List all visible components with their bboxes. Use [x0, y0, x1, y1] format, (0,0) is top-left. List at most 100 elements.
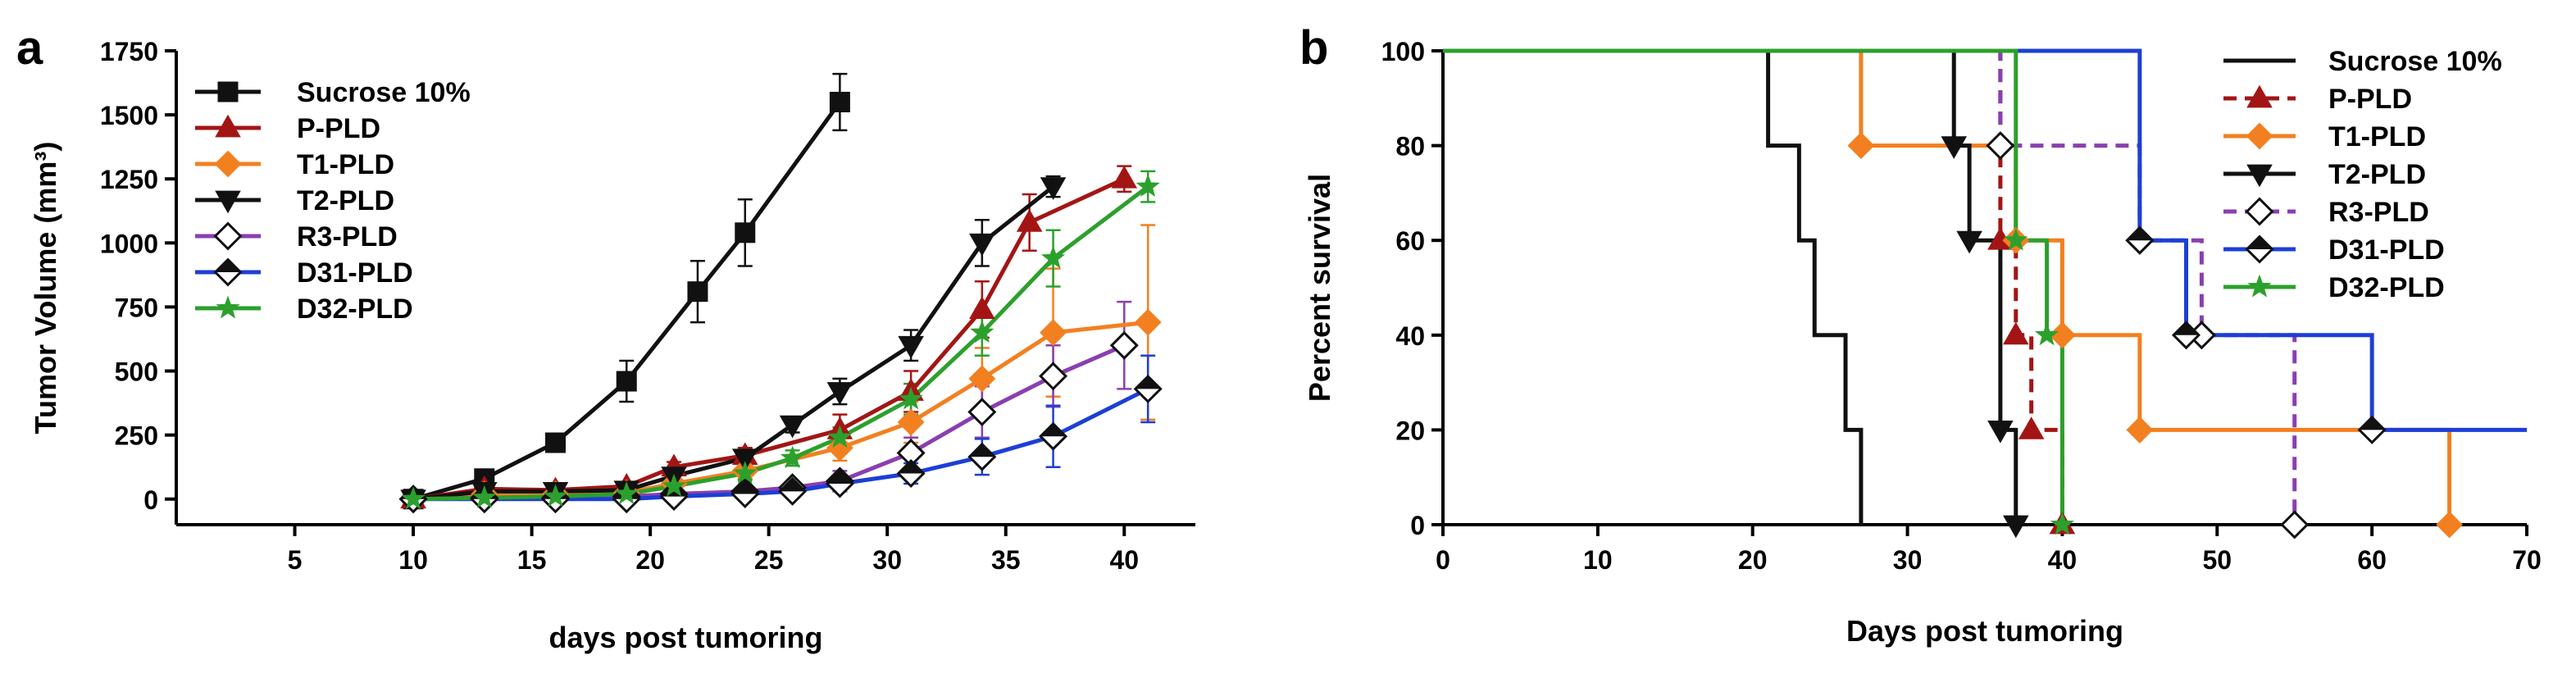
panel-b-legend-marker-d32-pld — [2247, 274, 2272, 298]
panel-a-legend-label-d32-pld: D32-PLD — [297, 293, 413, 325]
panel-a-d31-pld-point-8 — [896, 458, 926, 489]
panel-a-t2-pld-point-6 — [779, 415, 806, 439]
panel-a-t1-pld-point-9 — [1040, 319, 1067, 347]
panel-b-t1-pld-event-4 — [2126, 416, 2154, 444]
panel-b-x-label: Days post tumoring — [1846, 614, 2123, 648]
panel-a-legend-item-sucrose-10: Sucrose 10% — [195, 77, 471, 108]
panel-b-legend-label-t2-pld: T2-PLD — [2328, 159, 2426, 190]
panel-a-xtick-label-35: 35 — [991, 545, 1021, 575]
panel-b-t2-pld-event-1 — [1941, 136, 1968, 159]
panel-b-d31-pld-event-2-fill — [2173, 322, 2199, 335]
panel-a-t2-pld-line — [412, 184, 1055, 502]
panel-a-sucrose-10-point-2 — [545, 432, 567, 453]
panel-b-r3-pld-curve — [1443, 48, 2297, 525]
panel-a-xtick-label-10: 10 — [398, 545, 428, 575]
panel-a-legend-item-d32-pld: D32-PLD — [195, 293, 413, 325]
panel-a-legend-label-p-pld: P-PLD — [297, 113, 380, 144]
panel-a-legend-marker-d32-pld — [216, 295, 240, 319]
panel-b-d31-pld-event-1 — [2125, 225, 2155, 255]
panel-a-d31-pld-point-6-fill — [780, 478, 805, 492]
panel-b-ticks: 0 20 40 60 80 100 0 10 20 30 40 50 60 70 — [1381, 37, 2542, 575]
panel-a-t1-pld-point-8 — [968, 365, 996, 393]
panel-a-r3-pld-point-11 — [1109, 330, 1139, 360]
panel-a-t1-pld-point-7 — [897, 408, 925, 436]
panel-a-x-label: days post tumoring — [548, 621, 822, 654]
panel-a-t1-pld-point-6 — [826, 434, 853, 462]
panel-b-legend-item-t2-pld: T2-PLD — [2223, 159, 2426, 190]
panel-a-ytick-label-500: 500 — [115, 357, 158, 387]
panel-b-p-pld-curve — [1443, 48, 2064, 525]
panel-a-ytick-label-750: 750 — [115, 293, 158, 322]
panel-b-t1-pld-event-1 — [1847, 132, 1875, 160]
panel-a-r3-pld-point-10 — [1039, 362, 1068, 391]
panel-b-markers — [1847, 131, 2463, 539]
panel-a-d32-pld-point-0 — [401, 486, 426, 510]
panel-b-ytick-label-100: 100 — [1381, 37, 1425, 66]
panel-a-ytick-label-1750: 1750 — [100, 37, 158, 66]
panel-b-legend-marker-d31-pld-fill — [2246, 236, 2273, 249]
panel-b-d31-pld-event-3-fill — [2359, 417, 2385, 430]
panel-b-ytick-label-0: 0 — [1410, 511, 1425, 540]
panel-a-legend-marker-sucrose-10 — [217, 81, 239, 102]
panel-b-legend-marker-d31-pld — [2245, 234, 2274, 264]
panel-a-r3-pld-point-9 — [967, 398, 997, 427]
panel-b-legend-label-d32-pld: D32-PLD — [2328, 272, 2445, 303]
panel-b-legend-item-r3-pld: R3-PLD — [2223, 197, 2429, 228]
panel-b-ytick-label-60: 60 — [1395, 226, 1425, 256]
panel-b-p-pld-event-2 — [2002, 321, 2029, 345]
panel-a-ytick-label-250: 250 — [115, 421, 158, 451]
panel-b-d31-pld-event-1-fill — [2127, 227, 2153, 241]
panel-a-d32-pld-point-4 — [662, 473, 686, 497]
panel-a-d31-pld-point-6 — [778, 476, 808, 506]
panel-a-legend-label-t2-pld: T2-PLD — [297, 185, 394, 216]
panel-b-d31-pld-event-2 — [2171, 321, 2201, 350]
panel-a-t2-pld-point-7 — [826, 382, 853, 405]
panel-a-t2-pld-point-5 — [731, 448, 758, 471]
panel-a-sucrose-10-point-5 — [735, 222, 756, 243]
panel-b-t1-pld-curve — [1443, 48, 2452, 525]
panel-b-xtick-label-0: 0 — [1436, 545, 1450, 575]
panel-a-legend-item-d31-pld: D31-PLD — [195, 257, 413, 289]
panel-b-legend-label-d31-pld: D31-PLD — [2328, 234, 2445, 266]
panel-a-legend-marker-d31-pld-fill — [215, 259, 241, 272]
panel-b-t1-pld-event-3 — [2049, 321, 2076, 349]
panel-a-legend-label-d31-pld: D31-PLD — [297, 257, 413, 289]
panel-b-t1-pld-event-5 — [2436, 511, 2463, 539]
panel-b-d32-pld-event-2 — [2034, 322, 2059, 346]
panel-a-p-pld-point-9 — [1016, 209, 1043, 232]
panel-a-t1-pld-point-10 — [1134, 308, 1162, 336]
panel-b-t2-pld-curve — [1443, 48, 2018, 525]
panel-b-xtick-label-10: 10 — [1583, 545, 1613, 575]
panel-b-label: b — [1299, 21, 1328, 75]
panel-a-d31-pld-point-9-fill — [969, 444, 995, 457]
panel-a-axes — [175, 51, 1195, 526]
panel-a-ytick-label-1250: 1250 — [100, 165, 158, 194]
panel-a-d31-pld-point-8-fill — [898, 461, 924, 474]
panel-b-ytick-label-40: 40 — [1395, 321, 1425, 351]
panel-b-d31-pld-event-3 — [2357, 415, 2387, 444]
panel-a-legend-marker-d31-pld — [213, 257, 243, 287]
panel-a-legend-marker-t2-pld — [215, 190, 241, 214]
panel-a-xtick-label-30: 30 — [872, 545, 902, 575]
panel-b-t2-pld-event-3 — [1987, 421, 2014, 444]
panel-b-xtick-label-20: 20 — [1738, 545, 1768, 575]
panel-a-y-label: Tumor Volume (mm³) — [29, 142, 62, 435]
panel-b-t2-pld-event-4 — [2002, 515, 2029, 539]
panel-a-p-pld-point-10 — [1111, 165, 1138, 189]
panel-a-legend-item-p-pld: P-PLD — [195, 113, 380, 144]
panel-a-d31-pld-point-5 — [730, 479, 760, 509]
panel-a-legend-item-t2-pld: T2-PLD — [195, 185, 394, 216]
panel-a: a 0 250 500 750 1000 1250 1500 1750 5 10 15 20 25 30 3… — [16, 21, 1195, 654]
panel-b-legend-label-sucrose-10: Sucrose 10% — [2328, 46, 2502, 77]
panel-a-ytick-label-1000: 1000 — [100, 229, 158, 258]
panel-a-d31-pld-point-5-fill — [732, 481, 758, 494]
panel-a-legend-marker-r3-pld — [213, 221, 243, 251]
panel-a-legend-item-r3-pld: R3-PLD — [195, 221, 398, 253]
panel-a-d32-pld-point-1 — [472, 485, 497, 508]
panel-a-xtick-label-20: 20 — [635, 545, 665, 575]
panel-b-axes — [1441, 51, 2527, 526]
panel-a-sucrose-10-line — [412, 101, 842, 502]
panel-a-xtick-label-15: 15 — [517, 545, 547, 575]
panel-b-legend-item-t1-pld: T1-PLD — [2223, 121, 2426, 152]
panel-a-d32-pld-point-6 — [780, 445, 805, 469]
